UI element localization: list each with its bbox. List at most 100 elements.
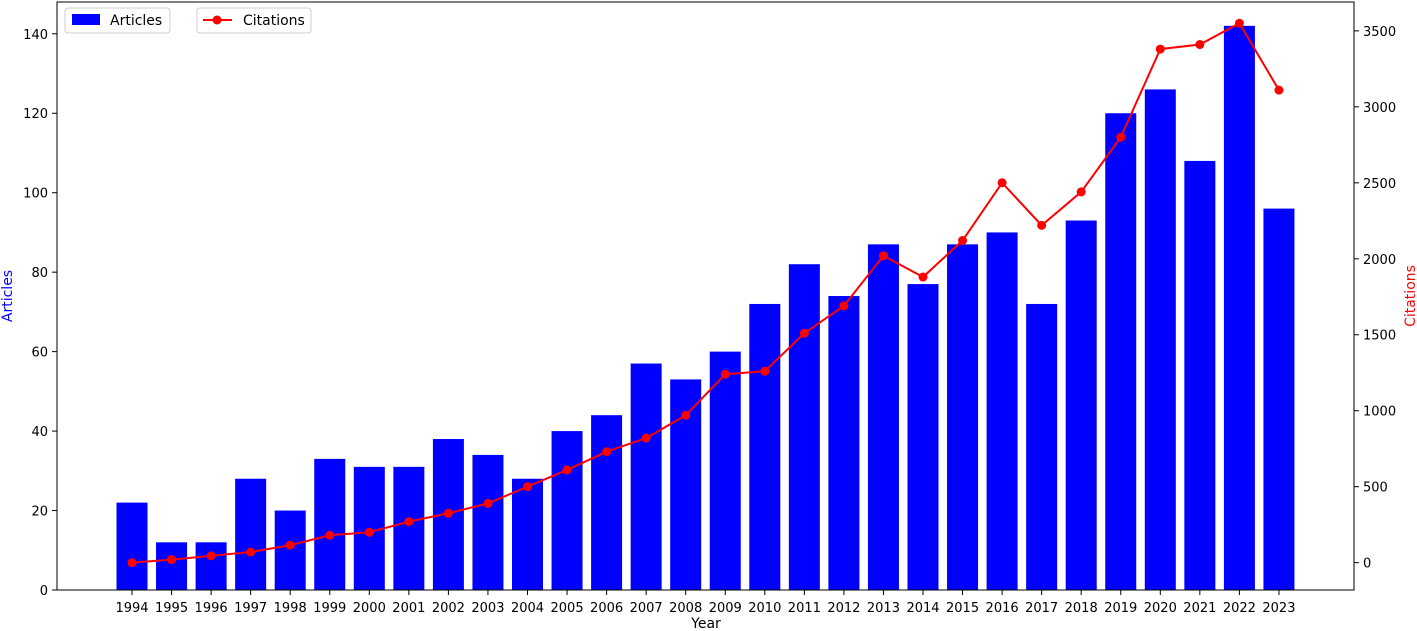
left-tick-label-40: 40 <box>31 425 48 440</box>
bar-2022 <box>1223 25 1255 591</box>
citations-point-2019 <box>1116 132 1126 142</box>
citations-point-2014 <box>918 272 928 282</box>
bar-2023 <box>1263 208 1295 590</box>
citations-point-2005 <box>562 465 572 475</box>
citations-point-2009 <box>720 369 730 379</box>
x-tick-label-2012: 2012 <box>827 601 860 616</box>
legend-citations-marker <box>212 15 222 25</box>
citations-point-1999 <box>325 530 335 540</box>
bar-2016 <box>986 232 1018 590</box>
bar-2021 <box>1184 160 1216 590</box>
x-tick-label-2022: 2022 <box>1223 601 1256 616</box>
legend-citations-frame <box>196 7 312 34</box>
x-tick-label-2008: 2008 <box>669 601 702 616</box>
bar-2019 <box>1105 113 1137 591</box>
right-tick-label-2500: 2500 <box>1363 177 1396 192</box>
x-tick-label-2015: 2015 <box>946 601 979 616</box>
citations-point-2000 <box>364 527 374 537</box>
citations-point-2022 <box>1234 18 1244 28</box>
citations-point-2016 <box>997 178 1007 188</box>
x-axis-title: Year <box>690 616 721 631</box>
citations-point-2007 <box>641 433 651 443</box>
x-tick-label-2014: 2014 <box>906 601 939 616</box>
citations-point-2006 <box>602 447 612 457</box>
bar-1997 <box>235 478 267 590</box>
citations-point-2010 <box>760 366 770 376</box>
x-tick-label-1995: 1995 <box>155 601 188 616</box>
bar-2012 <box>828 296 860 590</box>
bar-2011 <box>788 264 820 590</box>
citations-point-1994 <box>127 558 137 568</box>
articles-bars <box>116 25 1295 591</box>
bar-1994 <box>116 502 148 590</box>
x-tick-label-2000: 2000 <box>353 601 386 616</box>
bar-2010 <box>749 303 781 590</box>
legend-articles: Articles <box>64 7 171 34</box>
citations-line <box>131 21 1280 564</box>
bar-1998 <box>274 510 306 590</box>
right-axis-ticks: 0 500 1000 1500 2000 2500 3000 3500 <box>1354 25 1396 572</box>
bar-2017 <box>1026 303 1058 590</box>
x-tick-label-2020: 2020 <box>1144 601 1177 616</box>
bar-2014 <box>907 284 939 590</box>
x-tick-label-2001: 2001 <box>392 601 425 616</box>
left-tick-label-20: 20 <box>31 505 48 520</box>
citations-point-2003 <box>483 498 493 508</box>
left-tick-label-100: 100 <box>23 187 48 202</box>
bar-1996 <box>195 542 227 590</box>
bar-2001 <box>393 466 425 590</box>
left-tick-label-80: 80 <box>31 266 48 281</box>
citations-point-1995 <box>167 555 177 565</box>
bar-2020 <box>1144 89 1176 591</box>
legend-articles-swatch <box>72 14 100 25</box>
x-tick-label-2006: 2006 <box>590 601 623 616</box>
citations-point-2015 <box>958 236 968 246</box>
right-tick-label-3000: 3000 <box>1363 101 1396 116</box>
x-tick-label-2019: 2019 <box>1104 601 1137 616</box>
x-tick-label-2017: 2017 <box>1025 601 1058 616</box>
x-tick-label-2003: 2003 <box>471 601 504 616</box>
x-tick-label-1997: 1997 <box>234 601 267 616</box>
plot-frame <box>56 1 1355 591</box>
x-tick-label-2018: 2018 <box>1065 601 1098 616</box>
left-tick-label-60: 60 <box>31 346 48 361</box>
citations-point-1996 <box>206 551 216 561</box>
right-tick-label-3500: 3500 <box>1363 25 1396 40</box>
bar-2018 <box>1065 220 1097 590</box>
left-tick-label-120: 120 <box>23 107 48 122</box>
citations-point-2008 <box>681 410 691 420</box>
bar-2013 <box>867 244 899 590</box>
bar-1999 <box>314 458 346 590</box>
citations-point-2020 <box>1155 44 1165 54</box>
left-tick-label-140: 140 <box>23 28 48 43</box>
left-tick-label-0: 0 <box>40 584 48 599</box>
bar-2003 <box>472 454 504 590</box>
x-tick-label-2007: 2007 <box>630 601 663 616</box>
bar-2009 <box>709 351 741 590</box>
right-tick-label-1000: 1000 <box>1363 405 1396 420</box>
x-axis-ticks: 1994 1995 1996 1997 1998 1999 2000 2001 2002 2003… <box>115 590 1295 616</box>
right-tick-label-2000: 2000 <box>1363 253 1396 268</box>
right-tick-label-0: 0 <box>1363 557 1371 572</box>
legend-citations: Citations <box>196 7 312 34</box>
citations-point-2017 <box>1037 220 1047 230</box>
citations-point-2002 <box>443 508 453 518</box>
citations-point-2012 <box>839 301 849 311</box>
x-tick-label-2013: 2013 <box>867 601 900 616</box>
bar-2004 <box>512 478 543 590</box>
bar-2015 <box>947 244 979 590</box>
citations-point-2018 <box>1076 187 1086 197</box>
citations-line-layer <box>127 18 1284 568</box>
citations-point-2021 <box>1195 40 1205 50</box>
citations-point-2023 <box>1274 85 1284 95</box>
citations-point-1997 <box>246 547 256 557</box>
x-tick-label-2016: 2016 <box>986 601 1019 616</box>
citations-point-2004 <box>523 482 532 492</box>
x-tick-label-2011: 2011 <box>788 601 821 616</box>
left-axis-title: Articles <box>0 270 16 322</box>
citations-point-1998 <box>285 540 295 550</box>
bar-2007 <box>630 363 662 590</box>
legend-articles-label: Articles <box>110 13 162 29</box>
x-tick-label-1999: 1999 <box>313 601 346 616</box>
